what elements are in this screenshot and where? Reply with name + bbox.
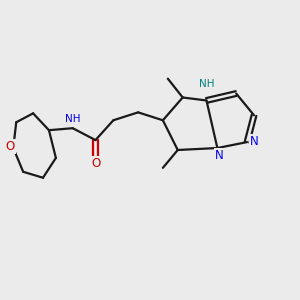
Text: N: N — [250, 135, 259, 148]
Text: O: O — [92, 157, 101, 170]
Text: NH: NH — [199, 79, 214, 88]
Text: O: O — [6, 140, 15, 153]
Text: N: N — [215, 149, 224, 162]
Text: NH: NH — [65, 114, 80, 124]
